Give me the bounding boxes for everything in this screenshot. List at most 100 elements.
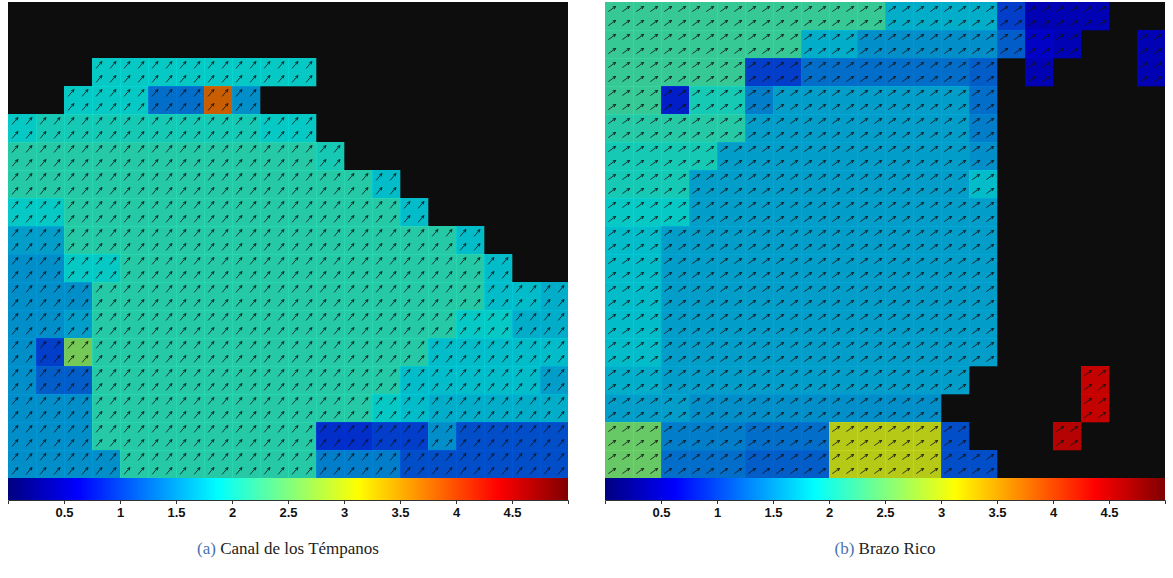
flow-arrow bbox=[152, 174, 158, 181]
heatmap-cell bbox=[969, 30, 997, 58]
flow-arrow bbox=[306, 286, 312, 293]
flow-arrow bbox=[96, 230, 102, 237]
flow-arrow bbox=[734, 132, 741, 137]
tick-label: 2 bbox=[229, 505, 236, 520]
heatmap-cell bbox=[633, 450, 661, 478]
flow-arrow bbox=[96, 314, 102, 321]
heatmap-cell bbox=[913, 198, 941, 226]
flow-arrow bbox=[692, 188, 699, 193]
heatmap-cell bbox=[885, 142, 913, 170]
flow-arrow bbox=[986, 188, 993, 193]
flow-arrow bbox=[418, 286, 424, 293]
flow-arrow bbox=[362, 342, 368, 349]
heatmap-cell bbox=[316, 198, 344, 226]
flow-arrow bbox=[26, 230, 32, 237]
flow-arrow bbox=[40, 356, 46, 363]
flow-arrow bbox=[636, 160, 643, 165]
flow-arrow bbox=[334, 216, 340, 223]
heatmap-cell bbox=[288, 198, 316, 226]
flow-arrow bbox=[334, 328, 340, 335]
heatmap-cell bbox=[969, 170, 997, 198]
flow-arrow bbox=[706, 34, 713, 39]
flow-arrow bbox=[650, 188, 657, 193]
flow-arrow bbox=[320, 160, 326, 167]
flow-arrow bbox=[832, 216, 839, 221]
heatmap-cell bbox=[829, 366, 857, 394]
flow-arrow bbox=[502, 384, 508, 391]
flow-arrow bbox=[124, 118, 130, 125]
flow-arrow bbox=[958, 146, 965, 151]
flow-arrow bbox=[264, 244, 270, 251]
flow-arrow bbox=[236, 342, 242, 349]
flow-arrow bbox=[874, 202, 881, 207]
flow-arrow bbox=[348, 426, 354, 433]
figure: 0.511.522.533.544.5(a) Canal de los Témp… bbox=[0, 0, 1173, 578]
flow-arrow bbox=[874, 160, 881, 165]
flow-arrow bbox=[762, 90, 769, 95]
flow-arrow bbox=[96, 258, 102, 265]
heatmap-cell bbox=[801, 282, 829, 310]
flow-arrow bbox=[692, 146, 699, 151]
flow-arrow bbox=[1070, 48, 1077, 53]
heatmap-cell bbox=[661, 86, 689, 114]
flow-arrow bbox=[418, 314, 424, 321]
flow-arrow bbox=[446, 272, 452, 279]
flow-arrow bbox=[278, 356, 284, 363]
heatmap-cell bbox=[372, 282, 400, 310]
heatmap-cell bbox=[428, 254, 456, 282]
flow-arrow bbox=[264, 314, 270, 321]
heatmap-cell bbox=[92, 198, 120, 226]
heatmap-cell bbox=[204, 114, 232, 142]
heatmap-cell bbox=[316, 282, 344, 310]
flow-arrow bbox=[1070, 6, 1077, 11]
heatmap-cell bbox=[456, 394, 484, 422]
heatmap-cell bbox=[829, 30, 857, 58]
flow-arrow bbox=[488, 356, 494, 363]
heatmap-cell bbox=[316, 254, 344, 282]
heatmap-cell bbox=[661, 58, 689, 86]
flow-arrow bbox=[790, 174, 797, 179]
flow-arrow bbox=[888, 160, 895, 165]
heatmap-cell bbox=[8, 422, 36, 450]
heatmap-cell bbox=[260, 310, 288, 338]
heatmap-cell bbox=[801, 114, 829, 142]
flow-arrow bbox=[306, 412, 312, 419]
flow-arrow bbox=[846, 34, 853, 39]
flow-arrow bbox=[320, 314, 326, 321]
flow-arrow bbox=[1154, 62, 1161, 67]
flow-arrow bbox=[678, 62, 685, 67]
flow-arrow bbox=[166, 258, 172, 265]
flow-arrow bbox=[530, 426, 536, 433]
flow-arrow bbox=[82, 398, 88, 405]
flow-arrow bbox=[348, 412, 354, 419]
flow-arrow bbox=[264, 258, 270, 265]
heatmap-cell bbox=[484, 422, 512, 450]
heatmap-cell bbox=[176, 366, 204, 394]
flow-arrow bbox=[96, 286, 102, 293]
flow-arrow bbox=[958, 174, 965, 179]
heatmap-cell bbox=[540, 338, 568, 366]
heatmap-cell bbox=[913, 310, 941, 338]
tick-mark bbox=[64, 500, 65, 504]
flow-arrow bbox=[292, 230, 298, 237]
flow-arrow bbox=[152, 468, 158, 475]
flow-arrow bbox=[166, 76, 172, 83]
flow-arrow bbox=[888, 174, 895, 179]
flow-arrow bbox=[636, 62, 643, 67]
flow-arrow bbox=[334, 370, 340, 377]
heatmap-cell bbox=[176, 310, 204, 338]
flow-arrow bbox=[404, 244, 410, 251]
flow-arrow bbox=[96, 202, 102, 209]
flow-arrow bbox=[376, 244, 382, 251]
heatmap-cell bbox=[801, 366, 829, 394]
heatmap-cell bbox=[633, 338, 661, 366]
flow-arrow bbox=[692, 20, 699, 25]
flow-arrow bbox=[222, 132, 228, 139]
flow-arrow bbox=[138, 244, 144, 251]
flow-arrow bbox=[250, 286, 256, 293]
flow-arrow bbox=[390, 244, 396, 251]
colorbar bbox=[8, 478, 568, 500]
heatmap-cell bbox=[232, 394, 260, 422]
flow-arrow bbox=[860, 20, 867, 25]
heatmap-cell bbox=[829, 422, 857, 450]
